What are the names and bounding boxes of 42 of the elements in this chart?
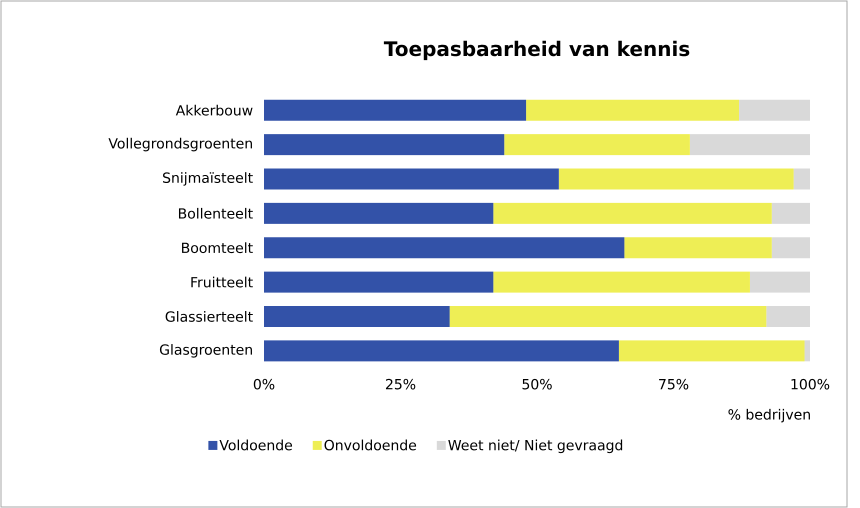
y-tick-label: Akkerbouw — [176, 104, 253, 116]
bar — [772, 237, 810, 258]
bar — [264, 134, 504, 156]
bar — [264, 237, 624, 258]
y-tick-label: Bollenteelt — [178, 208, 253, 219]
bar — [264, 340, 619, 362]
bar — [493, 272, 750, 293]
y-tick-label: Glassierteelt — [166, 311, 253, 322]
x-tick-label: 75% — [659, 378, 688, 390]
y-tick-label: Vollegrondsgroenten — [108, 138, 252, 152]
bar — [264, 272, 494, 293]
bar — [618, 340, 805, 362]
x-tick-label: 25% — [386, 378, 416, 390]
bar — [739, 100, 810, 121]
bar — [624, 237, 772, 258]
bar — [690, 134, 810, 156]
bar — [558, 168, 794, 190]
bar — [504, 134, 690, 156]
bar — [804, 340, 810, 362]
y-tick-label: Glasgroenten — [160, 344, 252, 358]
bar — [493, 202, 772, 224]
bar — [772, 202, 810, 224]
x-axis-title: % bedrijven — [728, 408, 810, 422]
legend-label: Voldoende — [219, 440, 292, 450]
bar — [264, 168, 559, 190]
x-tick-label: 50% — [522, 378, 552, 390]
bar — [264, 202, 494, 224]
y-tick-label: Fruitteelt — [191, 276, 253, 288]
bar — [750, 272, 810, 293]
bar — [794, 168, 810, 190]
legend-label: Weet niet/ Niet gevraagd — [448, 440, 622, 454]
y-tick-label: Snijmaïsteelt — [163, 172, 253, 186]
legend-label: Onvoldoende — [324, 440, 416, 450]
x-tick-label: 0% — [254, 378, 274, 390]
y-tick-label: Boomteelt — [182, 242, 253, 254]
bar — [450, 306, 766, 327]
bar — [264, 100, 526, 121]
chart-title: Toepasbaarheid van kennis — [384, 40, 690, 60]
bar — [766, 306, 810, 327]
x-tick-label: 100% — [792, 378, 830, 390]
bar — [264, 306, 450, 327]
bar — [526, 100, 740, 121]
